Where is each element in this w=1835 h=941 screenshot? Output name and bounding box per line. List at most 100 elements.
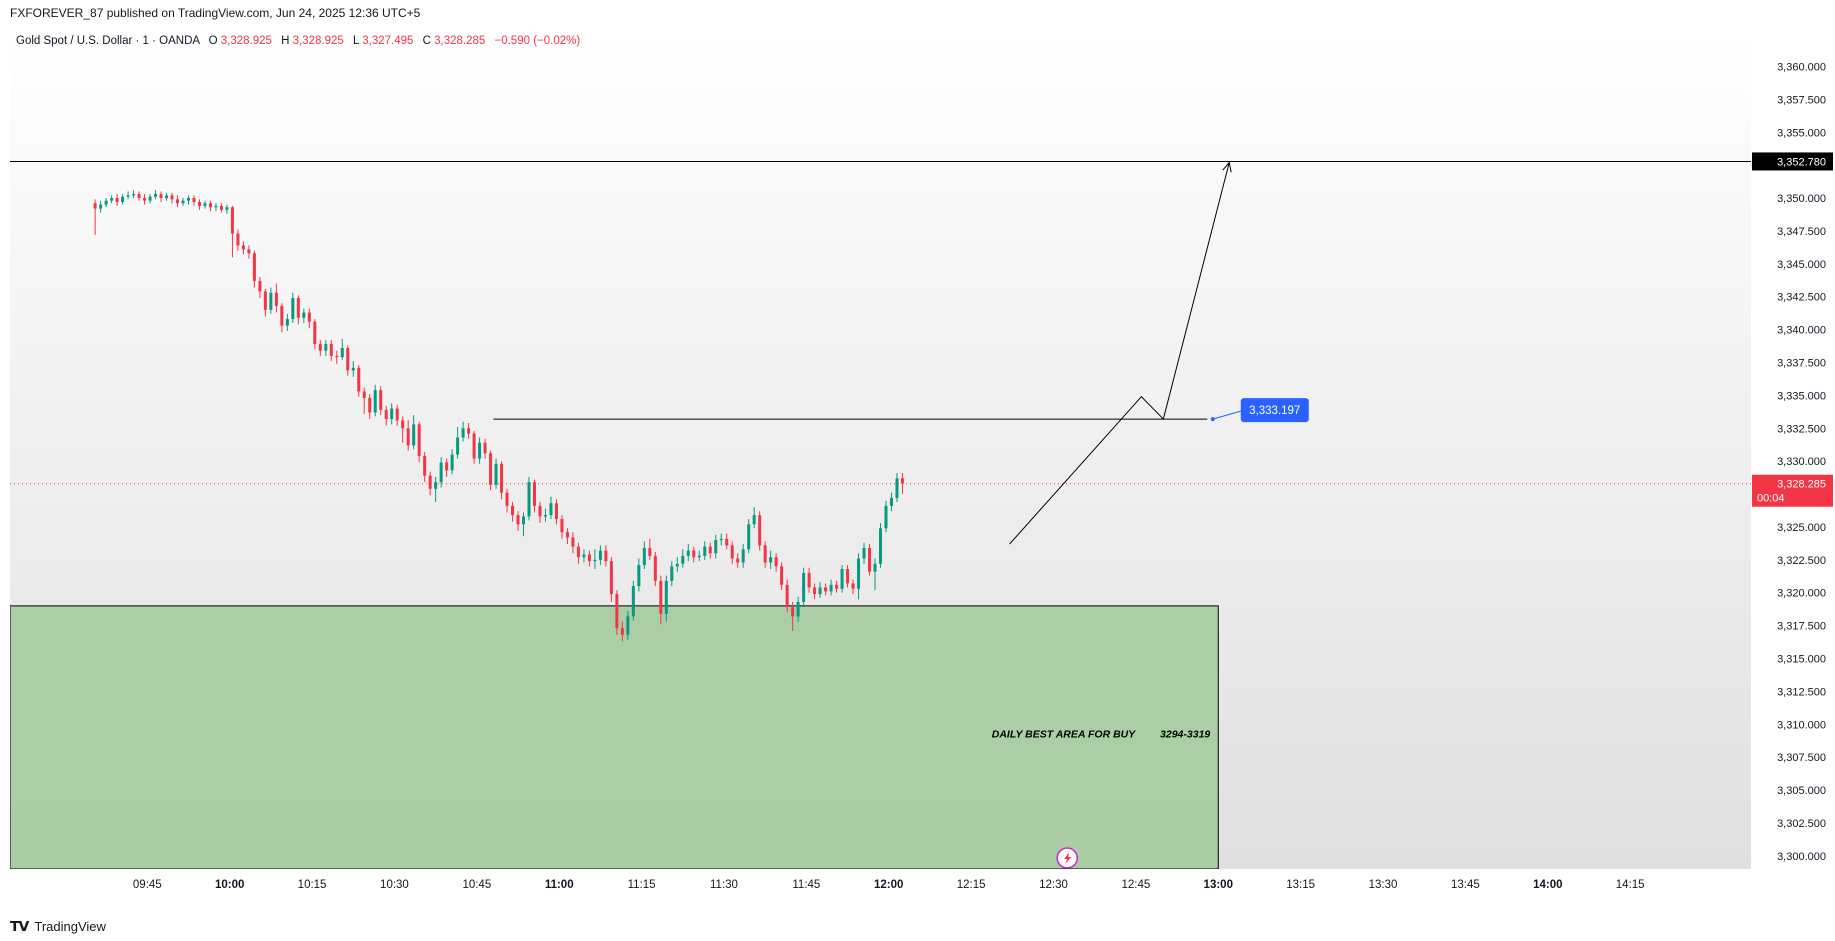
candle-body bbox=[642, 547, 646, 566]
candle-body bbox=[741, 549, 745, 563]
candle bbox=[192, 195, 196, 206]
candle bbox=[692, 546, 696, 563]
price-label-box[interactable] bbox=[1240, 398, 1309, 423]
candle-body bbox=[747, 524, 751, 550]
candle bbox=[582, 549, 586, 563]
candle bbox=[170, 192, 174, 204]
candle-body bbox=[412, 424, 416, 446]
x-tick-label: 10:45 bbox=[462, 879, 491, 891]
current-price-tag-text: 3,328.285 bbox=[1777, 479, 1826, 491]
candle-body bbox=[532, 482, 537, 506]
candle-body bbox=[313, 321, 317, 345]
candle bbox=[571, 532, 575, 554]
candle bbox=[296, 295, 300, 325]
candle bbox=[241, 241, 245, 255]
price-chart[interactable]: DAILY BEST AREA FOR BUY 3294-3319 3,333.1… bbox=[10, 27, 1834, 907]
candle bbox=[154, 190, 158, 200]
candle-body bbox=[774, 557, 778, 567]
candle bbox=[730, 541, 734, 564]
candle bbox=[703, 541, 707, 560]
projection-path[interactable] bbox=[1009, 162, 1230, 545]
x-tick-label: 13:30 bbox=[1369, 879, 1398, 891]
candle bbox=[110, 195, 114, 204]
candle-body bbox=[214, 205, 218, 208]
target-price-tag bbox=[1752, 152, 1833, 171]
candle-body bbox=[807, 572, 811, 588]
y-tick-label: 3,350.000 bbox=[1777, 193, 1826, 205]
candle-body bbox=[873, 563, 877, 572]
y-tick-label: 3,347.500 bbox=[1777, 226, 1826, 238]
x-tick-label: 10:00 bbox=[215, 879, 244, 891]
buy-zone-label: DAILY BEST AREA FOR BUY bbox=[992, 728, 1137, 740]
target-price-tag-text: 3,352.780 bbox=[1777, 156, 1826, 168]
candle bbox=[324, 340, 328, 356]
candle-body bbox=[791, 607, 795, 617]
candle-body bbox=[813, 587, 817, 595]
candle bbox=[741, 544, 745, 568]
candle-body bbox=[137, 194, 141, 199]
lightning-badge-icon[interactable] bbox=[1056, 847, 1078, 869]
candle-body bbox=[758, 515, 762, 546]
candle bbox=[736, 553, 740, 568]
candle-body bbox=[752, 515, 756, 525]
x-tick-label: 11:00 bbox=[545, 879, 574, 891]
candle bbox=[203, 200, 207, 209]
candle bbox=[478, 437, 482, 464]
candle bbox=[132, 190, 136, 199]
candle-body bbox=[780, 566, 784, 585]
candle bbox=[434, 476, 438, 502]
candle-body bbox=[395, 408, 399, 421]
candle-body bbox=[785, 584, 789, 608]
candle bbox=[664, 575, 668, 622]
candle-body bbox=[219, 205, 223, 210]
candle-body bbox=[609, 561, 613, 595]
candle-body bbox=[439, 462, 443, 483]
candle-body bbox=[483, 442, 487, 454]
candle-body bbox=[236, 233, 240, 246]
candle-body bbox=[132, 194, 136, 196]
y-tick-label: 3,337.500 bbox=[1777, 357, 1826, 369]
candle bbox=[445, 458, 449, 477]
candle bbox=[620, 621, 624, 642]
candle-body bbox=[197, 201, 201, 206]
candle-body bbox=[659, 580, 663, 614]
candle-body bbox=[675, 563, 679, 567]
candle bbox=[439, 457, 443, 488]
candle-body bbox=[851, 583, 855, 589]
price-label-text: 3,333.197 bbox=[1249, 405, 1300, 417]
candle-body bbox=[598, 550, 602, 560]
candle-body bbox=[769, 557, 773, 563]
price-label-connector bbox=[1212, 410, 1241, 420]
y-tick-label: 3,302.500 bbox=[1777, 818, 1826, 830]
candle-body bbox=[527, 482, 531, 517]
candle bbox=[791, 601, 795, 631]
footer: 𝗧𝗩 TradingView bbox=[10, 918, 106, 935]
candle bbox=[802, 567, 806, 608]
x-tick-label: 14:00 bbox=[1533, 879, 1562, 891]
candle bbox=[208, 200, 212, 212]
y-tick-label: 3,342.500 bbox=[1777, 292, 1826, 304]
candle-body bbox=[318, 344, 322, 351]
candle bbox=[456, 426, 460, 459]
candle bbox=[335, 350, 339, 364]
tradingview-logo-icon[interactable]: 𝗧𝗩 bbox=[10, 918, 29, 934]
candle bbox=[346, 345, 350, 376]
x-tick-label: 14:15 bbox=[1616, 879, 1645, 891]
candle-body bbox=[670, 566, 674, 581]
candle-body bbox=[450, 454, 454, 471]
buy-zone-rectangle[interactable] bbox=[10, 605, 1219, 870]
candle-body bbox=[818, 587, 822, 595]
candle-body bbox=[225, 207, 229, 210]
countdown-text: 00:04 bbox=[1757, 493, 1785, 505]
x-tick-label: 10:30 bbox=[380, 879, 409, 891]
candle bbox=[522, 512, 526, 537]
candle bbox=[395, 404, 399, 426]
candle-body bbox=[445, 462, 449, 471]
footer-brand[interactable]: TradingView bbox=[34, 919, 106, 934]
candle bbox=[505, 488, 509, 513]
candle-body bbox=[692, 550, 696, 558]
candle-body bbox=[296, 298, 300, 318]
candle bbox=[840, 565, 844, 593]
candle-body bbox=[489, 453, 493, 485]
candle bbox=[714, 534, 718, 559]
